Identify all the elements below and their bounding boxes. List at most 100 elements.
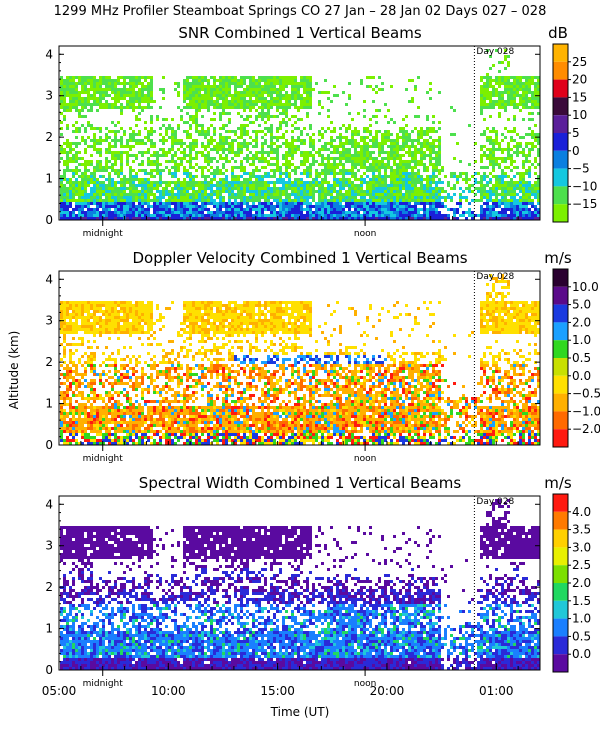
snr-cell (192, 181, 195, 184)
snr-cell (390, 157, 393, 160)
snr-cell (105, 178, 108, 181)
snr-cell (258, 193, 261, 196)
velocity-cell (69, 367, 72, 370)
snr-cell (186, 154, 189, 157)
snr-cell (219, 148, 222, 151)
snr-cell (126, 187, 129, 190)
snr-cell (75, 202, 78, 205)
velocity-cell (72, 343, 75, 346)
snr-cell (360, 187, 363, 190)
snr-cell (336, 178, 339, 181)
snr-cell (375, 190, 378, 193)
snr-cell (219, 193, 222, 196)
velocity-cell (60, 358, 63, 361)
snr-cell (201, 127, 204, 130)
snr-cell (159, 214, 162, 217)
snr-cell (297, 106, 300, 109)
snr-cell (288, 199, 291, 202)
snr-cell (114, 199, 117, 202)
velocity-cell (63, 376, 66, 379)
velocity-cell (60, 382, 63, 385)
snr-cell (60, 145, 63, 148)
snr-cell (285, 175, 288, 178)
snr-cell (168, 217, 171, 220)
snr-cell (537, 88, 540, 91)
snr-cell (534, 172, 537, 175)
snr-cell (519, 151, 522, 154)
snr-cell (225, 157, 228, 160)
snr-cell (171, 211, 174, 214)
snr-cell (126, 88, 129, 91)
snr-cell (60, 181, 63, 184)
snr-cell (180, 217, 183, 220)
snr-cell (273, 193, 276, 196)
snr-cell (183, 94, 186, 97)
snr-cell (354, 145, 357, 148)
snr-cell (282, 193, 285, 196)
snr-cell (498, 97, 501, 100)
snr-cell (192, 121, 195, 124)
velocity-cell (78, 394, 81, 397)
snr-cell (402, 130, 405, 133)
snr-cell (378, 154, 381, 157)
snr-cell (201, 211, 204, 214)
snr-cell (363, 178, 366, 181)
snr-cell (237, 175, 240, 178)
snr-cell (210, 88, 213, 91)
snr-cell (165, 187, 168, 190)
snr-cell (387, 211, 390, 214)
velocity-cell (66, 322, 69, 325)
snr-cell (111, 211, 114, 214)
snr-cell (249, 106, 252, 109)
snr-cell (105, 82, 108, 85)
snr-cell (522, 196, 525, 199)
snr-cell (177, 178, 180, 181)
snr-cell (420, 151, 423, 154)
snr-cell (153, 187, 156, 190)
snr-cell (516, 79, 519, 82)
snr-cell (249, 136, 252, 139)
snr-cell (504, 109, 507, 112)
snr-cell (456, 178, 459, 181)
snr-cell (93, 148, 96, 151)
snr-cell (537, 214, 540, 217)
snr-cell (198, 76, 201, 79)
snr-cell (405, 172, 408, 175)
snr-cell (165, 211, 168, 214)
snr-cell (414, 115, 417, 118)
snr-cell (432, 142, 435, 145)
snr-cell (519, 76, 522, 79)
snr-cell (114, 202, 117, 205)
velocity-cell (69, 433, 72, 436)
snr-cell (489, 139, 492, 142)
snr-cell (147, 157, 150, 160)
velocity-cell (60, 394, 63, 397)
snr-cell (411, 160, 414, 163)
snr-cell (429, 163, 432, 166)
snr-cell (414, 196, 417, 199)
snr-cell (141, 85, 144, 88)
snr-cell (198, 82, 201, 85)
snr-cell (237, 202, 240, 205)
snr-cell (507, 91, 510, 94)
snr-cell (96, 139, 99, 142)
snr-cell (72, 76, 75, 79)
snr-cell (336, 196, 339, 199)
snr-cell (201, 115, 204, 118)
snr-cell (204, 97, 207, 100)
snr-cell (354, 199, 357, 202)
velocity-cell (72, 406, 75, 409)
snr-cell (489, 208, 492, 211)
velocity-cell (81, 325, 84, 328)
snr-cell (255, 145, 258, 148)
snr-cell (282, 76, 285, 79)
snr-cell (498, 76, 501, 79)
snr-cell (486, 79, 489, 82)
snr-cell (261, 142, 264, 145)
snr-cell (198, 100, 201, 103)
snr-cell (396, 169, 399, 172)
snr-cell (372, 193, 375, 196)
snr-cell (213, 157, 216, 160)
snr-cell (273, 190, 276, 193)
snr-cell (282, 133, 285, 136)
